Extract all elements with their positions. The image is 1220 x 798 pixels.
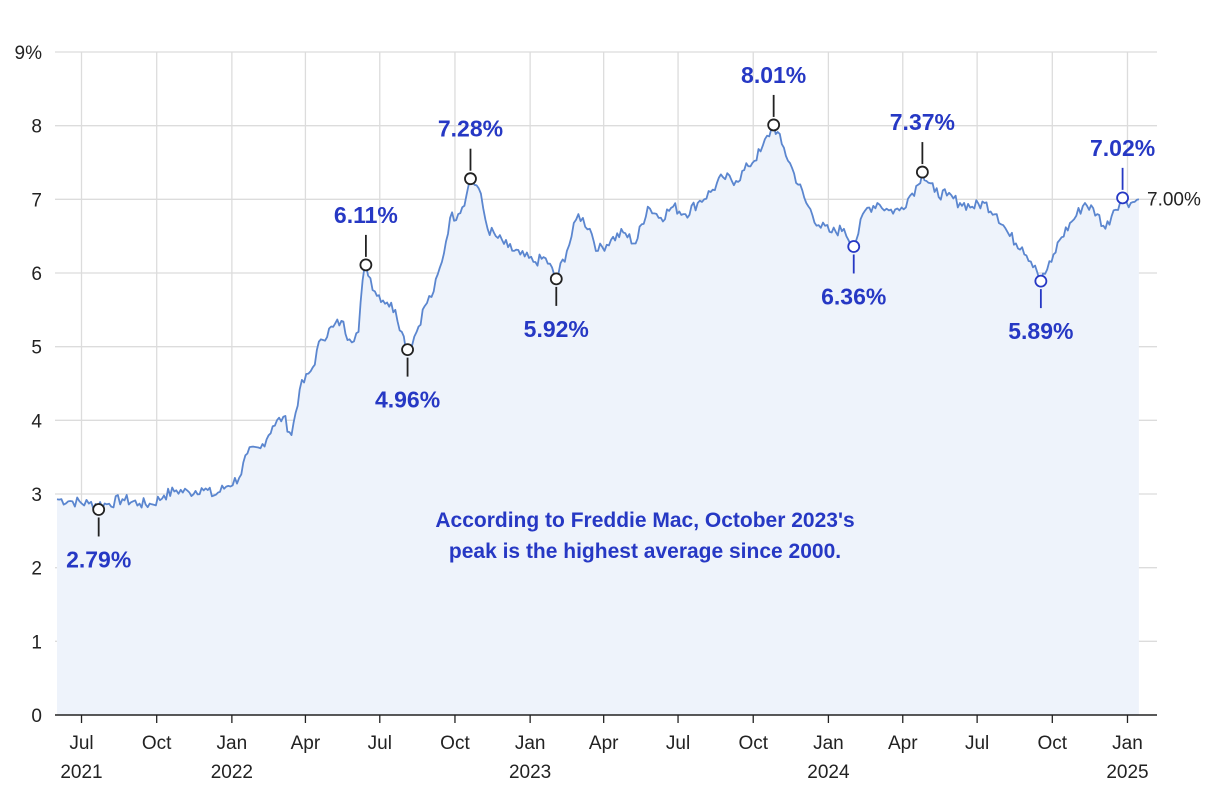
area-layer [56,124,1140,715]
chart-note-line: According to Freddie Mac, October 2023's [435,509,854,532]
x-tick-label: Oct [738,733,768,754]
x-tick-label: Oct [1038,733,1068,754]
annotation-label: 7.37% [890,109,955,135]
y-tick-label: 8 [31,117,42,138]
x-tick-label: Apr [589,733,619,754]
annotation-label: 5.92% [524,316,589,342]
annotation-label: 5.89% [1008,318,1073,344]
annotation-marker [915,165,929,179]
y-tick-label: 6 [31,264,42,285]
x-tick-year: 2025 [1106,762,1148,783]
x-tick-label: Jan [515,733,546,754]
y-tick-label: 2 [31,559,42,580]
annotation-marker [359,258,373,272]
rate-series-line [56,124,1140,510]
x-tick-label: Oct [440,733,470,754]
annotation-label: 6.36% [821,283,886,309]
x-tick-label: Jul [666,733,690,754]
annotation-marker [767,118,781,132]
y-tick-label: 7 [31,190,42,211]
x-tick-label: Jan [1112,733,1143,754]
chart-note-line: peak is the highest average since 2000. [449,540,841,563]
annotation-marker [549,272,563,286]
annotation-marker [1116,191,1129,205]
annotation-label: 6.11% [334,202,398,228]
x-tick-label: Apr [291,733,321,754]
x-tick-year: 2022 [211,762,253,783]
end-value-label: 7.00% [1147,189,1201,210]
x-tick-label: Jul [368,733,392,754]
annotation-marker [847,240,861,253]
x-tick-label: Jan [813,733,844,754]
annotation-label: 7.02% [1090,135,1155,161]
annotation-marker [92,503,106,516]
y-tick-label: 1 [31,632,42,653]
annotation-marker [1034,274,1048,288]
annotation-label: 4.96% [375,387,440,413]
x-tick-label: Apr [888,733,918,754]
x-tick-label: Jul [965,733,989,754]
x-tick-label: Oct [142,733,172,754]
annotation-label: 7.28% [438,116,503,142]
y-tick-label: 9% [15,43,43,64]
annotation-label: 2.79% [66,546,131,572]
x-tick-year: 2023 [509,762,551,783]
x-tick-year: 2021 [60,762,102,783]
x-tick-label: Jan [217,733,248,754]
annotations [92,94,1129,537]
annotation-label: 8.01% [741,62,806,88]
y-tick-label: 0 [31,706,42,727]
y-tick-label: 3 [31,485,42,506]
y-tick-label: 5 [31,338,42,359]
axes [55,714,1157,723]
rate-area-fill [57,124,1139,715]
labels: 0 1 2 3 4 5 6 7 8 9% Jul 2021 Oct Jan 2022 Apr Jul Oct Jan… [15,43,1201,783]
x-tick-year: 2024 [807,762,850,783]
x-tick-label: Jul [69,733,93,754]
y-tick-label: 4 [31,411,42,432]
annotation-marker [401,343,414,357]
annotation-marker [464,172,477,186]
